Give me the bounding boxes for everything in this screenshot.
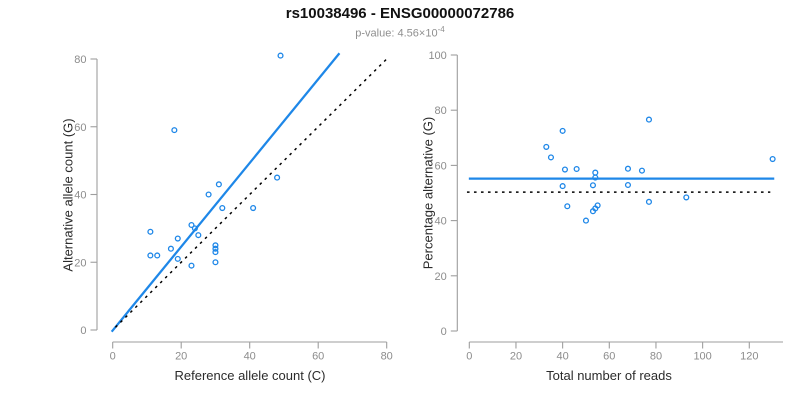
data-point [205, 191, 212, 198]
pvalue-mantissa: 4.56 [397, 27, 419, 40]
x-tick-label: 0 [466, 351, 472, 363]
left-yaxis-title: Alternative allele count (G) [60, 118, 76, 272]
y-tick-label: 40 [74, 190, 86, 202]
data-point [592, 169, 599, 176]
x-tick-label: 120 [740, 351, 758, 363]
data-point [561, 166, 569, 173]
regression-line [110, 52, 341, 333]
page-title: rs10038496 - ENSG00000072786 [285, 5, 515, 22]
data-point [215, 181, 222, 188]
x-tick-label: 40 [557, 351, 569, 363]
data-point [274, 174, 281, 181]
data-point [589, 182, 597, 189]
panel-allele-counts: 0 20 40 60 80 0 20 40 60 80 [74, 52, 393, 363]
y-tick-label: 100 [428, 50, 446, 62]
data-point [645, 198, 653, 205]
left-xaxis-title: Reference allele count (C) [174, 368, 326, 383]
data-point [212, 259, 219, 266]
data-point [147, 252, 154, 259]
data-point [769, 156, 776, 163]
x-tick-label: 40 [244, 351, 256, 363]
x-tick-label: 20 [510, 351, 522, 363]
data-point [559, 127, 566, 134]
right-yaxis-title: Percentage alternative (G) [420, 116, 436, 270]
data-point [171, 127, 178, 134]
x-tick-label: 80 [381, 351, 393, 363]
data-point [592, 174, 599, 181]
data-point [174, 255, 181, 262]
data-point [543, 143, 550, 150]
pvalue-subtitle: p-value: 4.56×10-4 [0, 25, 800, 40]
data-point [582, 217, 590, 224]
y-tick-label: 60 [435, 160, 447, 172]
data-point [195, 232, 202, 239]
x-tick-label: 100 [693, 351, 711, 363]
y-tick-label: 0 [441, 326, 447, 338]
data-point [559, 183, 566, 190]
data-point [212, 249, 219, 256]
identity-line [114, 56, 390, 328]
y-tick-label: 40 [435, 216, 447, 228]
data-point [167, 245, 174, 252]
pvalue-times-ten: ×10 [418, 27, 438, 40]
y-tick-label: 20 [435, 271, 447, 283]
data-point [174, 235, 181, 242]
panel-percentage-vs-reads: 0 20 40 60 80 100 0 20 40 60 80 100 120 [428, 50, 783, 363]
pvalue-prefix: p-value: [355, 27, 398, 40]
x-tick-label: 20 [175, 351, 187, 363]
data-point [250, 205, 257, 212]
data-point [277, 52, 284, 59]
y-tick-label: 80 [435, 105, 447, 117]
data-point [154, 252, 161, 259]
data-point [212, 245, 219, 252]
data-point [624, 165, 632, 172]
data-point [564, 203, 571, 210]
x-tick-label: 0 [110, 351, 116, 363]
data-point [188, 262, 195, 269]
data-point [573, 165, 580, 173]
pvalue-exponent: -4 [437, 25, 445, 34]
data-point [147, 228, 154, 235]
data-point [645, 116, 653, 123]
y-tick-label: 80 [74, 54, 86, 66]
y-tick-label: 60 [74, 122, 86, 134]
data-point [219, 205, 226, 212]
y-tick-label: 20 [74, 257, 86, 269]
right-xaxis-title: Total number of reads [546, 368, 672, 383]
data-point [683, 194, 690, 201]
data-point [188, 221, 195, 229]
data-point [638, 167, 646, 174]
data-point [212, 242, 219, 249]
y-tick-label: 0 [80, 325, 86, 337]
data-point [191, 225, 198, 232]
data-point [547, 154, 555, 161]
x-tick-label: 60 [603, 351, 615, 363]
data-point [624, 181, 632, 189]
x-tick-label: 80 [650, 351, 662, 363]
data-point [589, 208, 597, 215]
x-tick-label: 60 [312, 351, 324, 363]
